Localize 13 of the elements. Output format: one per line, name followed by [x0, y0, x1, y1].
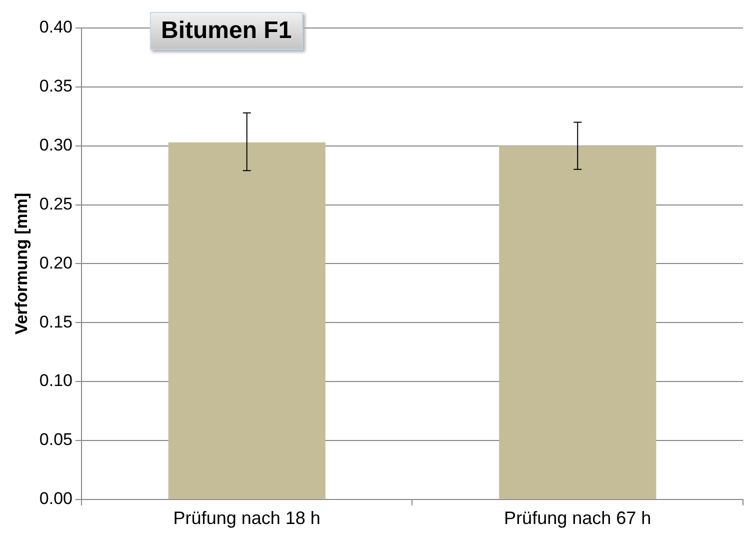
y-tick-label: 0.40 — [39, 18, 72, 37]
chart-title: Bitumen F1 — [150, 12, 303, 50]
y-axis-title: Verformung [mm] — [12, 192, 31, 335]
y-tick-label: 0.00 — [39, 489, 72, 508]
y-tick-label: 0.25 — [39, 194, 72, 214]
y-tick-label: 0.35 — [39, 76, 72, 96]
y-tick-label: 0.20 — [39, 253, 72, 272]
y-tick-label: 0.05 — [39, 430, 72, 450]
y-tick-label: 0.10 — [39, 371, 72, 390]
y-tick-label: 0.15 — [39, 312, 72, 332]
y-tick-label: 0.30 — [39, 136, 72, 155]
x-tick-label: Prüfung nach 18 h — [173, 508, 320, 528]
x-tick-label: Prüfung nach 67 h — [504, 508, 652, 528]
